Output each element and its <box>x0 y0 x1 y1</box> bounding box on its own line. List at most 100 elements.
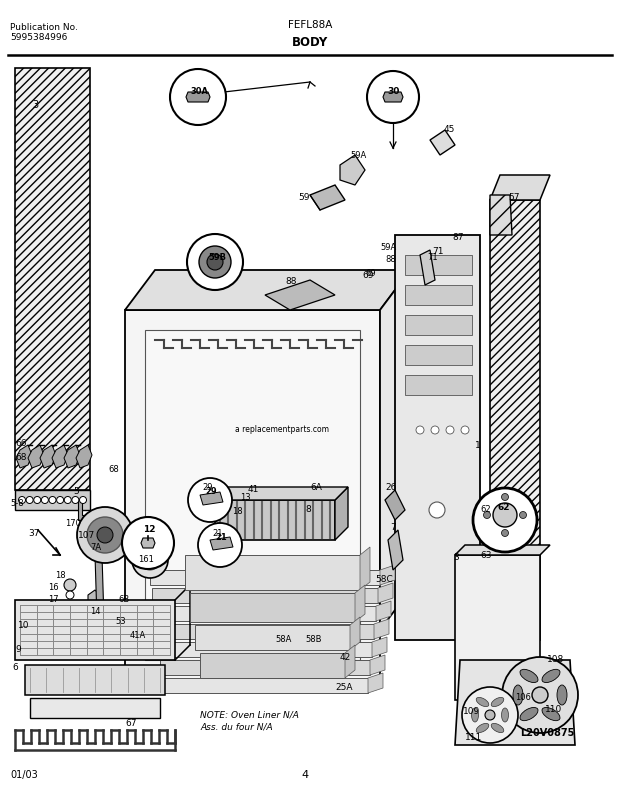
Text: 16: 16 <box>48 584 59 592</box>
Polygon shape <box>405 375 472 395</box>
Circle shape <box>431 426 439 434</box>
Circle shape <box>416 426 424 434</box>
Text: 8: 8 <box>305 506 311 515</box>
Text: 59: 59 <box>298 194 309 202</box>
Text: 58B: 58B <box>305 635 322 645</box>
Circle shape <box>170 69 226 125</box>
Text: 88: 88 <box>385 256 396 264</box>
Text: Ass. du four N/A: Ass. du four N/A <box>200 723 273 731</box>
Polygon shape <box>125 310 380 680</box>
Text: 87: 87 <box>452 233 464 241</box>
Circle shape <box>66 591 74 599</box>
Polygon shape <box>88 590 100 605</box>
Text: 37: 37 <box>28 529 40 538</box>
Polygon shape <box>141 538 155 548</box>
Circle shape <box>502 494 508 500</box>
Polygon shape <box>16 445 32 468</box>
Polygon shape <box>490 200 540 640</box>
Polygon shape <box>95 555 104 620</box>
Circle shape <box>64 579 76 591</box>
Circle shape <box>199 246 231 278</box>
Polygon shape <box>190 593 355 622</box>
Ellipse shape <box>542 669 560 683</box>
Circle shape <box>446 426 454 434</box>
Text: 21: 21 <box>212 529 223 538</box>
Text: 12: 12 <box>143 526 156 534</box>
Circle shape <box>87 517 123 553</box>
Polygon shape <box>368 673 383 693</box>
Polygon shape <box>15 490 90 510</box>
Text: 41A: 41A <box>130 630 146 639</box>
Text: 110: 110 <box>545 706 562 715</box>
Polygon shape <box>215 487 348 500</box>
Polygon shape <box>455 545 550 555</box>
Polygon shape <box>162 678 368 693</box>
Text: 161: 161 <box>138 556 154 565</box>
Polygon shape <box>154 606 376 621</box>
Text: 111: 111 <box>465 734 482 742</box>
Text: 29: 29 <box>202 484 213 492</box>
Circle shape <box>188 478 232 522</box>
Polygon shape <box>345 645 355 678</box>
Polygon shape <box>430 130 455 155</box>
Polygon shape <box>490 195 512 235</box>
Text: 109: 109 <box>463 707 480 716</box>
Text: 3: 3 <box>32 100 38 110</box>
Circle shape <box>502 530 508 537</box>
Circle shape <box>484 511 490 518</box>
Text: a replacementparts.com: a replacementparts.com <box>235 426 329 434</box>
Polygon shape <box>125 270 410 310</box>
Text: 62: 62 <box>498 503 510 512</box>
Text: 29: 29 <box>205 488 216 496</box>
Polygon shape <box>195 625 350 650</box>
Text: 7A: 7A <box>90 544 101 553</box>
Text: 88: 88 <box>285 277 296 287</box>
Text: 71: 71 <box>427 253 438 263</box>
Polygon shape <box>385 490 405 520</box>
Circle shape <box>97 527 113 543</box>
Text: 41: 41 <box>248 485 259 495</box>
Text: 58C: 58C <box>375 576 392 584</box>
Text: 5: 5 <box>73 488 79 496</box>
Circle shape <box>26 496 33 503</box>
Text: NOTE: Oven Liner N/A: NOTE: Oven Liner N/A <box>200 711 299 719</box>
Polygon shape <box>200 492 223 505</box>
Text: Publication No.: Publication No. <box>10 22 78 32</box>
Text: 18: 18 <box>55 571 66 580</box>
Circle shape <box>79 496 87 503</box>
Text: 59A: 59A <box>350 151 366 160</box>
Text: 53: 53 <box>115 618 126 626</box>
Text: 7: 7 <box>390 522 396 531</box>
Text: 30: 30 <box>387 87 399 97</box>
Circle shape <box>461 426 469 434</box>
Polygon shape <box>420 250 435 285</box>
Polygon shape <box>405 345 472 365</box>
Circle shape <box>532 687 548 703</box>
Polygon shape <box>380 565 395 585</box>
Polygon shape <box>40 445 56 468</box>
Polygon shape <box>376 601 391 621</box>
Polygon shape <box>64 445 80 468</box>
Polygon shape <box>310 185 345 210</box>
Polygon shape <box>15 68 90 490</box>
Polygon shape <box>158 642 372 657</box>
Ellipse shape <box>557 685 567 705</box>
Text: 6: 6 <box>12 664 18 673</box>
Text: 30A: 30A <box>190 87 208 97</box>
Text: 18: 18 <box>232 507 242 517</box>
Polygon shape <box>370 655 385 675</box>
Polygon shape <box>15 600 175 660</box>
Circle shape <box>49 496 56 503</box>
Text: 45: 45 <box>444 125 455 134</box>
Polygon shape <box>186 92 210 102</box>
Text: 58A: 58A <box>275 635 291 645</box>
Ellipse shape <box>476 723 489 733</box>
Text: 1: 1 <box>475 441 480 449</box>
Polygon shape <box>355 585 365 622</box>
Circle shape <box>77 507 133 563</box>
Circle shape <box>429 502 445 518</box>
Text: 59A: 59A <box>380 244 396 252</box>
Circle shape <box>485 710 495 720</box>
Text: 25A: 25A <box>335 684 353 692</box>
Polygon shape <box>76 445 92 468</box>
